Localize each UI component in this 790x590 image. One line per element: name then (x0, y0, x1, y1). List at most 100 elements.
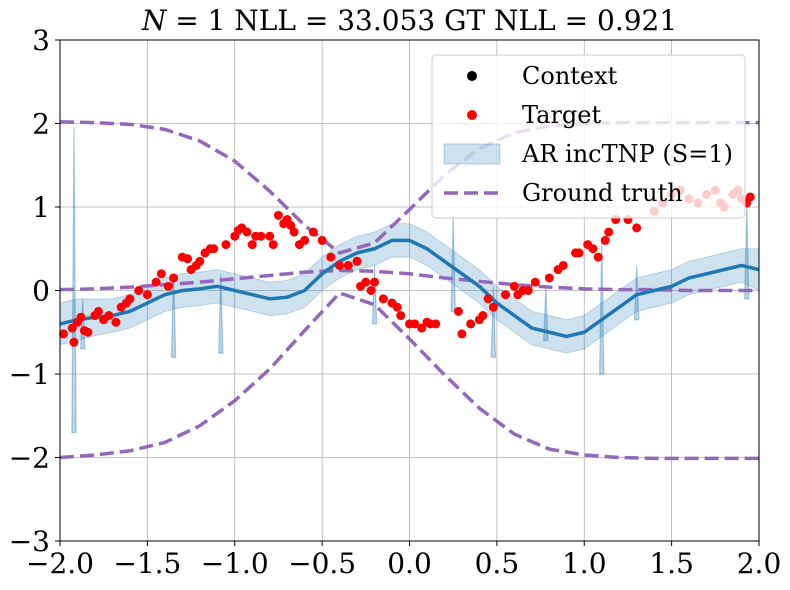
model-band-spike-2 (170, 273, 177, 358)
target-point-37 (265, 231, 275, 241)
target-point-29 (221, 240, 231, 250)
target-point-73 (501, 290, 511, 300)
target-point-15 (134, 286, 144, 295)
legend-entry-2: AR incTNP (S=1) (443, 140, 733, 168)
legend-label-1: Target (522, 101, 601, 129)
legend-label-2: AR incTNP (S=1) (521, 140, 733, 168)
target-point-51 (352, 256, 362, 266)
model-band-spike-8 (599, 240, 605, 375)
target-point-61 (410, 319, 420, 329)
target-point-83 (574, 248, 584, 258)
target-point-38 (268, 240, 278, 250)
legend: Context Target AR incTNP (S=1) Ground truth (431, 54, 746, 219)
x-tick-label-2: −1.0 (201, 547, 269, 580)
target-point-50 (343, 260, 353, 270)
y-tick-label-1: −2 (9, 442, 50, 475)
model-band-spike-5 (450, 215, 456, 312)
target-point-16 (142, 290, 152, 300)
legend-box (431, 54, 746, 219)
target-point-47 (317, 235, 327, 245)
x-tick-label-1: −1.5 (113, 547, 181, 580)
x-tick-label-0: −2.0 (26, 547, 94, 580)
target-point-46 (308, 227, 318, 237)
target-point-74 (509, 281, 519, 291)
target-point-87 (600, 235, 610, 245)
target-point-36 (256, 231, 266, 241)
target-point-55 (370, 277, 380, 287)
x-tick-label-5: 0.5 (475, 547, 520, 580)
y-tick-label-0: −3 (9, 525, 50, 558)
target-point-53 (361, 277, 371, 287)
legend-label-0: Context (522, 62, 618, 90)
x-tick-label-6: 1.0 (562, 547, 607, 580)
target-point-67 (457, 329, 467, 339)
target-point-20 (169, 273, 179, 283)
x-tick-label-8: 2.0 (737, 547, 782, 580)
legend-entry-0: Context (467, 62, 618, 90)
target-point-56 (378, 294, 388, 304)
axis-ticks: −2.0 −1.5 −1.0 −0.5 0.0 0.5 1.0 1.5 2.0 −3 −2 −1 0 1 2… (9, 24, 782, 580)
legend-label-3: Ground truth (522, 179, 683, 207)
target-point-19 (163, 281, 173, 291)
target-point-66 (453, 306, 463, 316)
target-point-59 (396, 311, 406, 321)
target-point-72 (488, 302, 498, 312)
target-point-58 (392, 302, 402, 312)
title-rest: = 1 NLL = 33.053 GT NLL = 0.921 (166, 4, 677, 37)
model-band-spike-10 (744, 206, 750, 300)
chart-title: N = 1 NLL = 33.053 GT NLL = 0.921 (141, 4, 677, 37)
model-band-spike-9 (633, 265, 640, 321)
x-tick-label-3: −0.5 (288, 547, 356, 580)
target-point-68 (466, 319, 476, 329)
legend-entry-1: Target (467, 101, 601, 129)
target-point-49 (335, 260, 345, 270)
model-uncertainty-band (59, 127, 760, 434)
target-point-106 (745, 192, 755, 202)
target-point-34 (247, 240, 257, 250)
target-point-91 (632, 223, 642, 233)
model-mean-line (59, 238, 760, 339)
legend-entry-3: Ground truth (444, 179, 683, 207)
target-point-10 (104, 311, 114, 321)
target-point-77 (523, 286, 533, 295)
target-point-62 (417, 323, 427, 333)
target-point-85 (588, 244, 598, 254)
model-band-spike-4 (371, 265, 378, 325)
target-point-2 (69, 337, 79, 347)
ground-truth-curve-2 (59, 290, 759, 461)
legend-marker-1 (467, 110, 477, 120)
target-point-1 (67, 323, 77, 333)
y-tick-label-6: 3 (32, 24, 50, 57)
target-point-81 (558, 260, 568, 270)
target-point-42 (286, 220, 296, 230)
model-band-spike-3 (218, 273, 224, 354)
target-point-25 (195, 256, 205, 266)
target-point-6 (83, 327, 93, 337)
target-point-4 (76, 312, 86, 322)
target-point-0 (58, 329, 68, 339)
y-tick-label-5: 2 (32, 108, 50, 141)
target-point-71 (483, 294, 493, 304)
y-tick-label-3: 0 (32, 275, 50, 308)
model-band-spike-0 (71, 127, 77, 434)
model-mean-path (59, 238, 760, 339)
target-point-28 (209, 244, 219, 254)
target-point-22 (183, 254, 193, 264)
x-tick-label-7: 1.5 (649, 547, 694, 580)
target-point-70 (478, 311, 488, 321)
target-point-33 (242, 227, 252, 237)
title-variable: N (141, 4, 168, 37)
legend-swatch-2 (443, 143, 501, 165)
target-point-8 (93, 306, 103, 316)
target-point-17 (151, 277, 161, 287)
model-band-spike-7 (543, 286, 549, 342)
target-point-18 (156, 269, 166, 279)
y-tick-label-4: 1 (32, 191, 50, 224)
x-tick-label-4: 0.0 (387, 547, 432, 580)
target-point-79 (544, 273, 554, 283)
y-tick-label-2: −1 (9, 358, 50, 391)
target-point-39 (273, 210, 283, 220)
target-point-14 (125, 294, 135, 304)
target-point-86 (593, 252, 603, 262)
